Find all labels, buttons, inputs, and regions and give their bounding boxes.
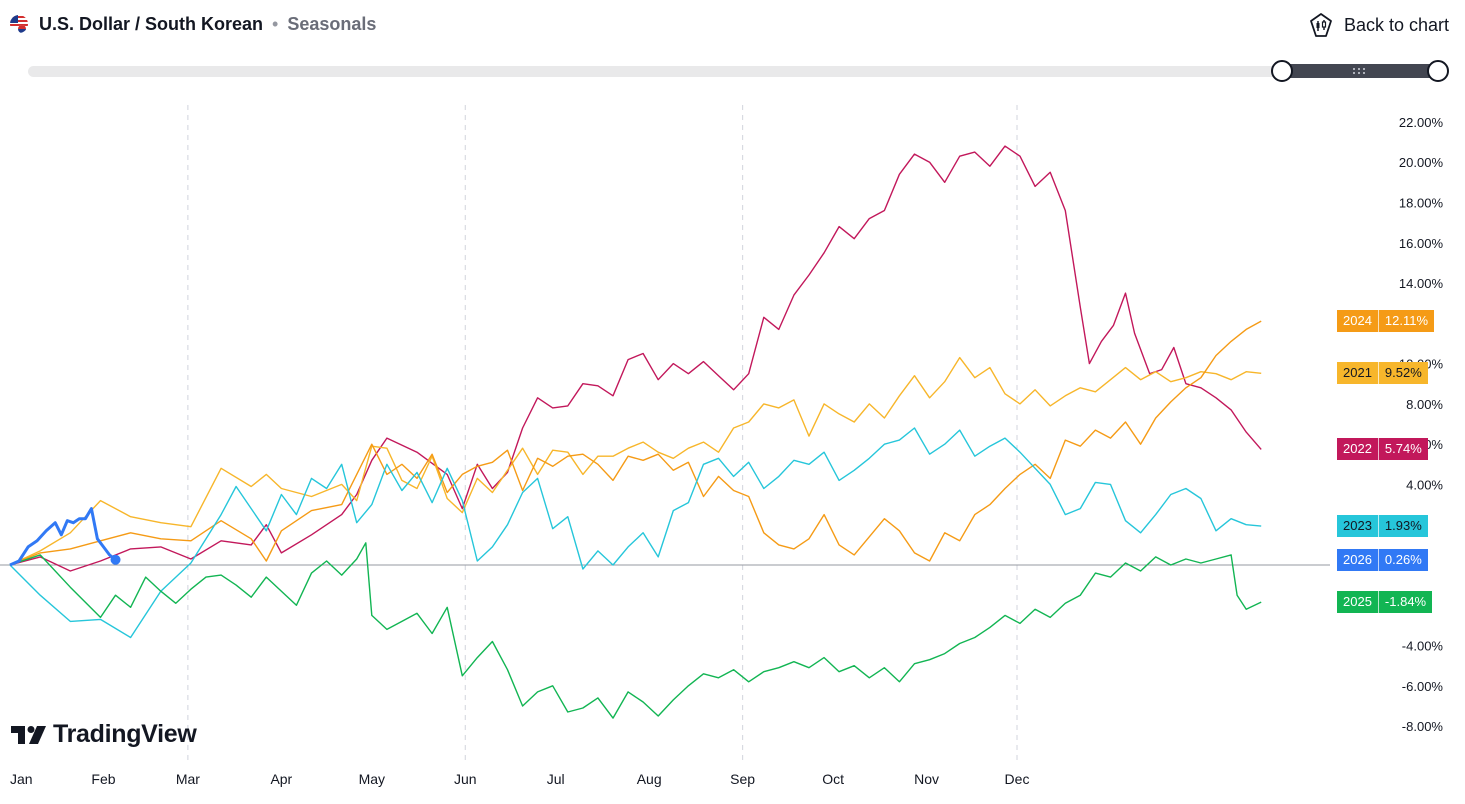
- last-value-badge-2026: 2026 0.26%: [1337, 549, 1428, 571]
- range-slider-left-handle[interactable]: [1271, 60, 1293, 82]
- tradingview-logo-text: TradingView: [53, 720, 197, 748]
- badge-value: 9.52%: [1377, 362, 1428, 384]
- last-value-badge-2022: 2022 5.74%: [1337, 438, 1428, 460]
- view-name: Seasonals: [287, 14, 377, 34]
- x-tick-jun: Jun: [454, 771, 477, 787]
- badge-year: 2025: [1343, 594, 1372, 609]
- badge-value: -1.84%: [1377, 591, 1432, 613]
- last-value-badge-2023: 2023 1.93%: [1337, 515, 1428, 537]
- x-tick-may: May: [359, 771, 385, 787]
- last-value-badge-2024: 2024 12.11%: [1337, 310, 1435, 332]
- back-to-chart-button[interactable]: Back to chart: [1308, 11, 1449, 39]
- currency-pair-flag-icon: [10, 15, 28, 33]
- badge-year: 2021: [1343, 365, 1372, 380]
- chart-candles-icon: [1310, 13, 1332, 37]
- series-line-2026[interactable]: [9, 507, 117, 567]
- x-tick-apr: Apr: [270, 771, 292, 787]
- range-slider-right-handle[interactable]: [1427, 60, 1449, 82]
- y-tick-label: -6.00%: [1402, 679, 1444, 694]
- y-tick-label: 20.00%: [1399, 155, 1444, 170]
- back-to-chart-label: Back to chart: [1343, 14, 1449, 35]
- x-tick-feb: Feb: [91, 771, 115, 787]
- y-tick-label: 16.00%: [1399, 236, 1444, 251]
- x-tick-aug: Aug: [637, 771, 662, 787]
- badge-value: 1.93%: [1377, 515, 1428, 537]
- y-tick-label: -8.00%: [1402, 719, 1444, 734]
- y-tick-label: -4.00%: [1402, 639, 1444, 654]
- y-tick-label: 18.00%: [1399, 195, 1444, 210]
- x-tick-mar: Mar: [176, 771, 200, 787]
- badge-value: 12.11%: [1377, 310, 1434, 332]
- page-title: U.S. Dollar / South Korean • Seasonals: [39, 14, 376, 35]
- x-tick-jul: Jul: [547, 771, 565, 787]
- symbol-name: U.S. Dollar / South Korean: [39, 14, 264, 34]
- series-line-2024[interactable]: [9, 320, 1262, 566]
- badge-year: 2022: [1343, 441, 1372, 456]
- x-tick-dec: Dec: [1005, 771, 1030, 787]
- x-tick-sep: Sep: [730, 771, 755, 787]
- x-tick-oct: Oct: [822, 771, 844, 787]
- tradingview-logo-icon: [11, 725, 46, 744]
- y-tick-label: 4.00%: [1406, 477, 1443, 492]
- tradingview-logo: TradingView: [11, 720, 197, 749]
- last-value-badge-2021: 2021 9.52%: [1337, 362, 1428, 384]
- header: U.S. Dollar / South Korean • Seasonals B…: [0, 0, 1465, 52]
- grip-dots-icon: [1353, 68, 1365, 74]
- series-end-marker-2026: [110, 554, 121, 565]
- series-line-2025[interactable]: [9, 542, 1262, 719]
- range-slider-track[interactable]: [28, 66, 1438, 77]
- series-line-2022[interactable]: [9, 145, 1262, 572]
- badge-year: 2026: [1343, 552, 1372, 567]
- series-line-2023[interactable]: [9, 427, 1262, 639]
- range-slider-selection[interactable]: [1281, 64, 1438, 78]
- badge-value: 0.26%: [1377, 549, 1428, 571]
- x-tick-nov: Nov: [914, 771, 939, 787]
- x-tick-jan: Jan: [10, 771, 33, 787]
- last-value-badge-2025: 2025 -1.84%: [1337, 591, 1433, 613]
- badge-value: 5.74%: [1377, 438, 1428, 460]
- y-tick-label: 8.00%: [1406, 397, 1443, 412]
- series-line-2021[interactable]: [9, 356, 1262, 566]
- badge-year: 2023: [1343, 518, 1372, 533]
- y-tick-label: 22.00%: [1399, 115, 1444, 130]
- title-separator: •: [272, 14, 279, 34]
- y-tick-label: 14.00%: [1399, 276, 1444, 291]
- badge-year: 2024: [1343, 313, 1372, 328]
